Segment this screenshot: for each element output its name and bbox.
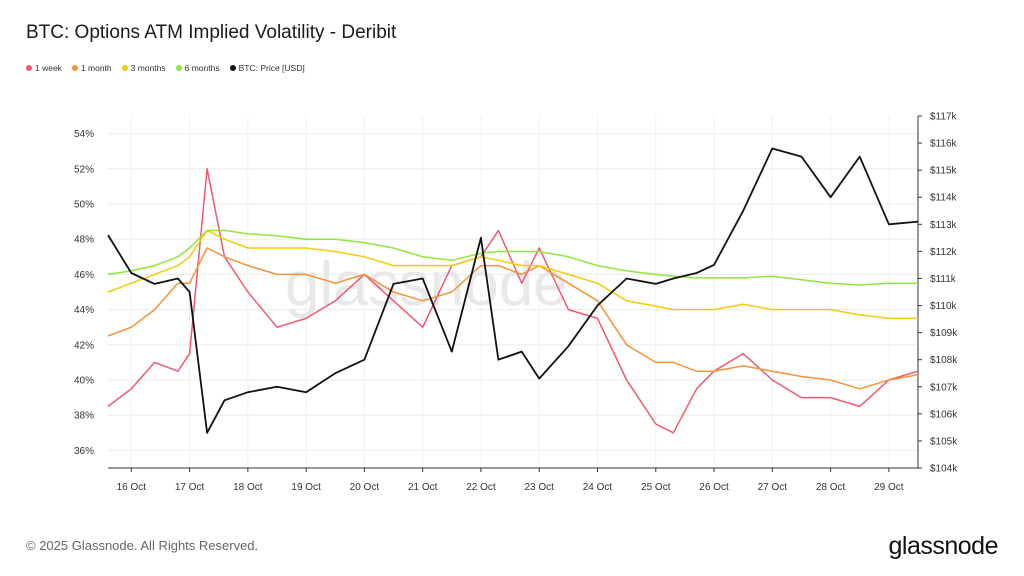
x-tick-label: 19 Oct	[291, 482, 321, 493]
legend-marker-btc-price	[229, 65, 236, 71]
x-tick-label: 16 Oct	[117, 482, 147, 493]
x-tick-label: 17 Oct	[175, 482, 205, 493]
x-tick-label: 29 Oct	[874, 482, 904, 493]
y-right-tick-label: $105k	[930, 436, 958, 447]
copyright-footer: © 2025 Glassnode. All Rights Reserved.	[26, 538, 259, 553]
y-left-tick-label: 40%	[74, 376, 94, 387]
chart-title: BTC: Options ATM Implied Volatility - De…	[26, 22, 397, 43]
glassnode-logo: glassnode	[888, 532, 999, 560]
legend-label-1-week: 1 week	[35, 63, 62, 73]
legend-marker-1-month	[71, 65, 78, 71]
y-left-tick-label: 46%	[74, 270, 94, 281]
series-line-6-months[interactable]	[107, 229, 918, 286]
legend-item-6-months[interactable]: 6 months	[175, 63, 220, 73]
y-right-tick-label: $117k	[930, 112, 958, 123]
y-left-tick-label: 52%	[74, 164, 94, 175]
watermark-logo: glassnode	[285, 250, 568, 319]
y-left-tick-label: 38%	[74, 411, 94, 422]
y-left-tick-label: 44%	[74, 305, 94, 316]
y-right-tick-label: $114k	[930, 193, 958, 204]
series-line-3-months[interactable]	[107, 229, 918, 320]
x-tick-label: 24 Oct	[583, 482, 613, 493]
legend-marker-1-week	[26, 65, 32, 71]
x-tick-label: 20 Oct	[350, 482, 380, 493]
y-left-tick-label: 48%	[74, 235, 94, 246]
y-right-tick-label: $112k	[930, 247, 958, 258]
x-tick-label: 26 Oct	[699, 482, 729, 493]
x-tick-label: 27 Oct	[758, 482, 788, 493]
legend-marker-3-months	[121, 65, 128, 71]
legend-label-3-months: 3 months	[130, 63, 166, 73]
y-right-tick-label: $106k	[930, 409, 958, 420]
legend-item-1-month[interactable]: 1 month	[71, 63, 112, 73]
series-line-1-week[interactable]	[107, 168, 919, 434]
series-line-1-month[interactable]	[107, 247, 919, 390]
y-left-tick-label: 50%	[74, 200, 94, 211]
y-right-tick-label: $104k	[930, 464, 958, 475]
legend-label-6-months: 6 months	[184, 63, 220, 73]
x-tick-label: 25 Oct	[641, 482, 671, 493]
chart-legend: 1 week 1 month 3 months 6 months BTC: Pr…	[26, 63, 305, 73]
legend-item-1-week[interactable]: 1 week	[26, 63, 62, 73]
legend-marker-6-months	[175, 65, 182, 71]
y-right-tick-label: $108k	[930, 355, 958, 366]
y-right-tick-label: $107k	[930, 382, 958, 393]
y-left-tick-label: 54%	[74, 129, 94, 140]
chart-series	[107, 147, 919, 434]
legend-item-3-months[interactable]: 3 months	[121, 63, 166, 73]
chart-axes: 36% 38% 40% 42% 44% 46% 48% 50% 52% 54% $104k $105k…	[74, 112, 958, 494]
legend-label-1-month: 1 month	[80, 63, 112, 73]
x-tick-label: 28 Oct	[816, 482, 846, 493]
x-tick-label: 21 Oct	[408, 482, 438, 493]
y-right-tick-label: $111k	[930, 274, 957, 285]
x-tick-label: 18 Oct	[233, 482, 263, 493]
y-right-tick-label: $115k	[930, 166, 958, 177]
x-tick-label: 22 Oct	[466, 482, 496, 493]
x-tick-label: 23 Oct	[524, 482, 554, 493]
series-line-btc-price-usd[interactable]	[107, 147, 919, 434]
y-left-tick-label: 42%	[74, 340, 94, 351]
y-right-tick-label: $109k	[930, 328, 958, 339]
legend-label-btc-price: BTC: Price [USD]	[238, 63, 305, 73]
y-right-tick-label: $113k	[930, 220, 958, 231]
y-right-tick-label: $110k	[930, 301, 958, 312]
legend-item-btc-price[interactable]: BTC: Price [USD]	[229, 63, 305, 73]
y-left-tick-label: 36%	[74, 446, 94, 457]
y-right-tick-label: $116k	[930, 139, 958, 150]
